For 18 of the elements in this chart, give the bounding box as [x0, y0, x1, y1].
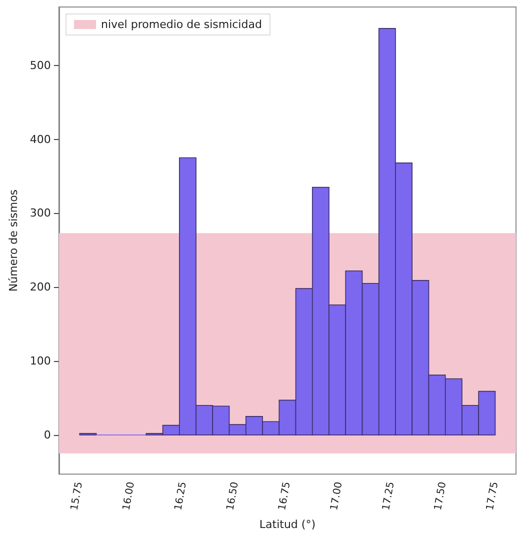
x-axis-title: Latitud (°): [259, 518, 316, 531]
x-tick-label: 16.50: [225, 481, 241, 512]
x-tick-label: 17.50: [432, 481, 449, 512]
y-tick-label: 200: [30, 280, 51, 294]
y-axis-title: Número de sismos: [7, 189, 20, 292]
x-tick-label: 16.25: [173, 481, 189, 512]
x-tick-label: 17.75: [484, 481, 501, 512]
x-tick-label: 17.00: [328, 481, 345, 512]
x-tick-label: 16.00: [121, 481, 138, 512]
y-tick-label: 100: [30, 354, 51, 368]
y-tick-label: 400: [30, 132, 51, 146]
x-tick-label: 15.75: [69, 481, 86, 512]
y-tick-label: 300: [30, 206, 51, 220]
y-tick-label: 0: [44, 428, 51, 442]
x-tick-label: 16.75: [277, 481, 293, 512]
y-tick-label: 500: [30, 58, 51, 72]
legend-label: nivel promedio de sismicidad: [101, 18, 262, 31]
x-tick-label: 17.25: [380, 481, 397, 512]
